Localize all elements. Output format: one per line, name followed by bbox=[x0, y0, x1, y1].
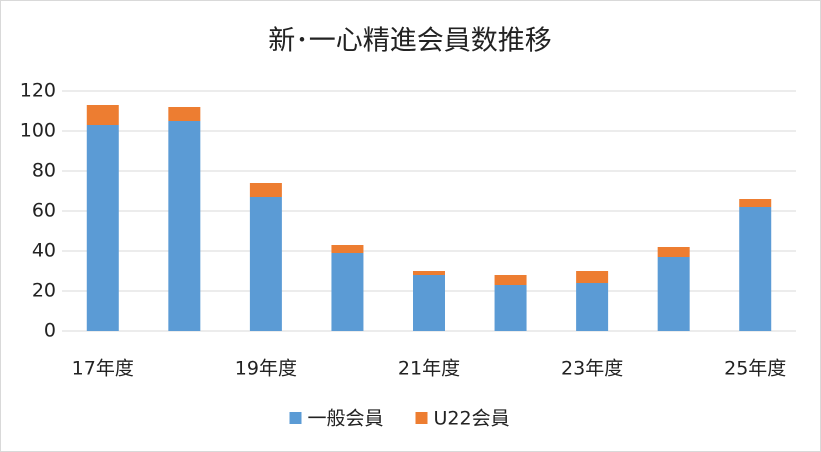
y-tick-label: 60 bbox=[32, 200, 56, 222]
bar-segment bbox=[657, 257, 690, 331]
bar-segment bbox=[413, 271, 445, 275]
bar-segment bbox=[86, 105, 119, 125]
x-tick-label: 19年度 bbox=[235, 358, 297, 380]
bar-segment bbox=[331, 245, 364, 253]
bar-segment bbox=[739, 207, 772, 331]
x-tick-label: 25年度 bbox=[724, 358, 786, 380]
legend-swatch bbox=[289, 412, 302, 424]
bar-segment bbox=[494, 285, 527, 331]
y-tick-label: 20 bbox=[32, 280, 56, 302]
legend-label: 一般会員 bbox=[308, 408, 384, 430]
x-tick-label: 23年度 bbox=[561, 358, 623, 380]
y-tick-label: 100 bbox=[20, 120, 56, 142]
bar-segment bbox=[249, 183, 282, 197]
bar-segment bbox=[413, 275, 445, 331]
chart-title: 新･一心精進会員数推移 bbox=[268, 26, 552, 57]
bar-segment bbox=[739, 199, 772, 207]
legend-swatch bbox=[415, 412, 428, 424]
bar-segment bbox=[86, 125, 119, 331]
bar-segment bbox=[494, 275, 527, 285]
bar-segment bbox=[168, 107, 201, 121]
y-tick-label: 40 bbox=[32, 240, 56, 262]
bar-segment bbox=[249, 197, 282, 331]
bar-segment bbox=[576, 271, 609, 283]
x-tick-label: 17年度 bbox=[72, 358, 134, 380]
legend-label: U22会員 bbox=[434, 408, 510, 430]
bar-segment bbox=[168, 121, 201, 331]
bar-segment bbox=[657, 247, 690, 257]
x-tick-label: 21年度 bbox=[398, 358, 460, 380]
y-tick-label: 120 bbox=[20, 80, 56, 102]
y-tick-label: 80 bbox=[32, 160, 56, 182]
bar-segment bbox=[576, 283, 609, 331]
bar-segment bbox=[331, 253, 364, 331]
y-tick-label: 0 bbox=[44, 320, 56, 342]
